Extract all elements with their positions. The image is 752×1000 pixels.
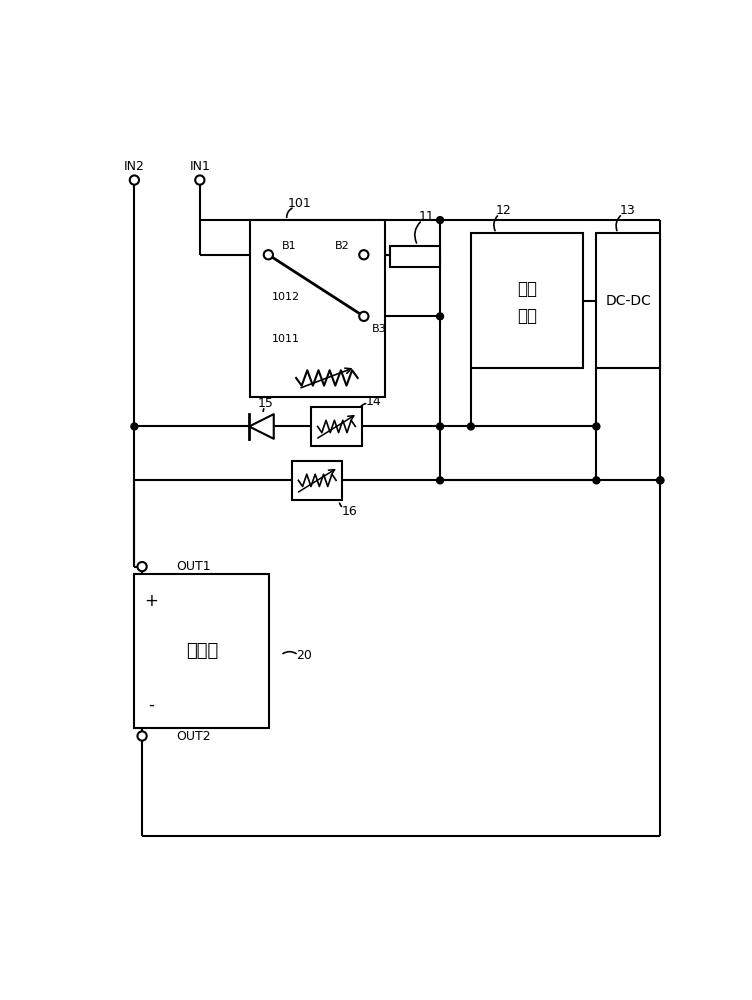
Circle shape — [437, 477, 444, 484]
Text: 控制: 控制 — [517, 280, 537, 298]
Circle shape — [437, 217, 444, 224]
Text: 11: 11 — [419, 210, 435, 223]
Bar — [390, 246, 440, 267]
Circle shape — [437, 313, 444, 320]
Circle shape — [593, 423, 600, 430]
Bar — [471, 233, 583, 368]
Circle shape — [593, 477, 600, 484]
Text: IN2: IN2 — [124, 160, 145, 173]
Text: 20: 20 — [296, 649, 312, 662]
Text: -: - — [148, 696, 154, 714]
Text: 14: 14 — [365, 395, 381, 408]
Text: 锂电池: 锂电池 — [186, 642, 218, 660]
Circle shape — [437, 423, 444, 430]
Circle shape — [130, 175, 139, 185]
Circle shape — [656, 477, 664, 484]
Text: 13: 13 — [620, 204, 635, 217]
Text: 12: 12 — [496, 204, 512, 217]
Polygon shape — [249, 414, 274, 439]
Text: DC-DC: DC-DC — [605, 294, 651, 308]
Circle shape — [656, 477, 664, 484]
Bar — [135, 574, 269, 728]
Text: 1012: 1012 — [271, 292, 299, 302]
Bar — [293, 461, 342, 500]
Circle shape — [138, 731, 147, 741]
Text: 101: 101 — [288, 197, 312, 210]
Bar — [250, 220, 384, 397]
Text: OUT2: OUT2 — [177, 730, 211, 742]
Circle shape — [196, 175, 205, 185]
Circle shape — [138, 562, 147, 571]
Circle shape — [359, 250, 368, 259]
Circle shape — [131, 423, 138, 430]
Bar — [596, 233, 660, 368]
Circle shape — [264, 250, 273, 259]
Circle shape — [468, 423, 475, 430]
Text: 15: 15 — [257, 397, 273, 410]
Text: OUT1: OUT1 — [177, 560, 211, 573]
Text: IN1: IN1 — [190, 160, 211, 173]
Text: 16: 16 — [342, 505, 358, 518]
Text: 1011: 1011 — [271, 334, 299, 344]
Text: B2: B2 — [335, 241, 350, 251]
Text: B3: B3 — [371, 324, 387, 334]
Text: +: + — [144, 592, 158, 610]
Text: 单元: 单元 — [517, 307, 537, 325]
Bar — [311, 407, 362, 446]
Circle shape — [359, 312, 368, 321]
Text: B1: B1 — [282, 241, 297, 251]
